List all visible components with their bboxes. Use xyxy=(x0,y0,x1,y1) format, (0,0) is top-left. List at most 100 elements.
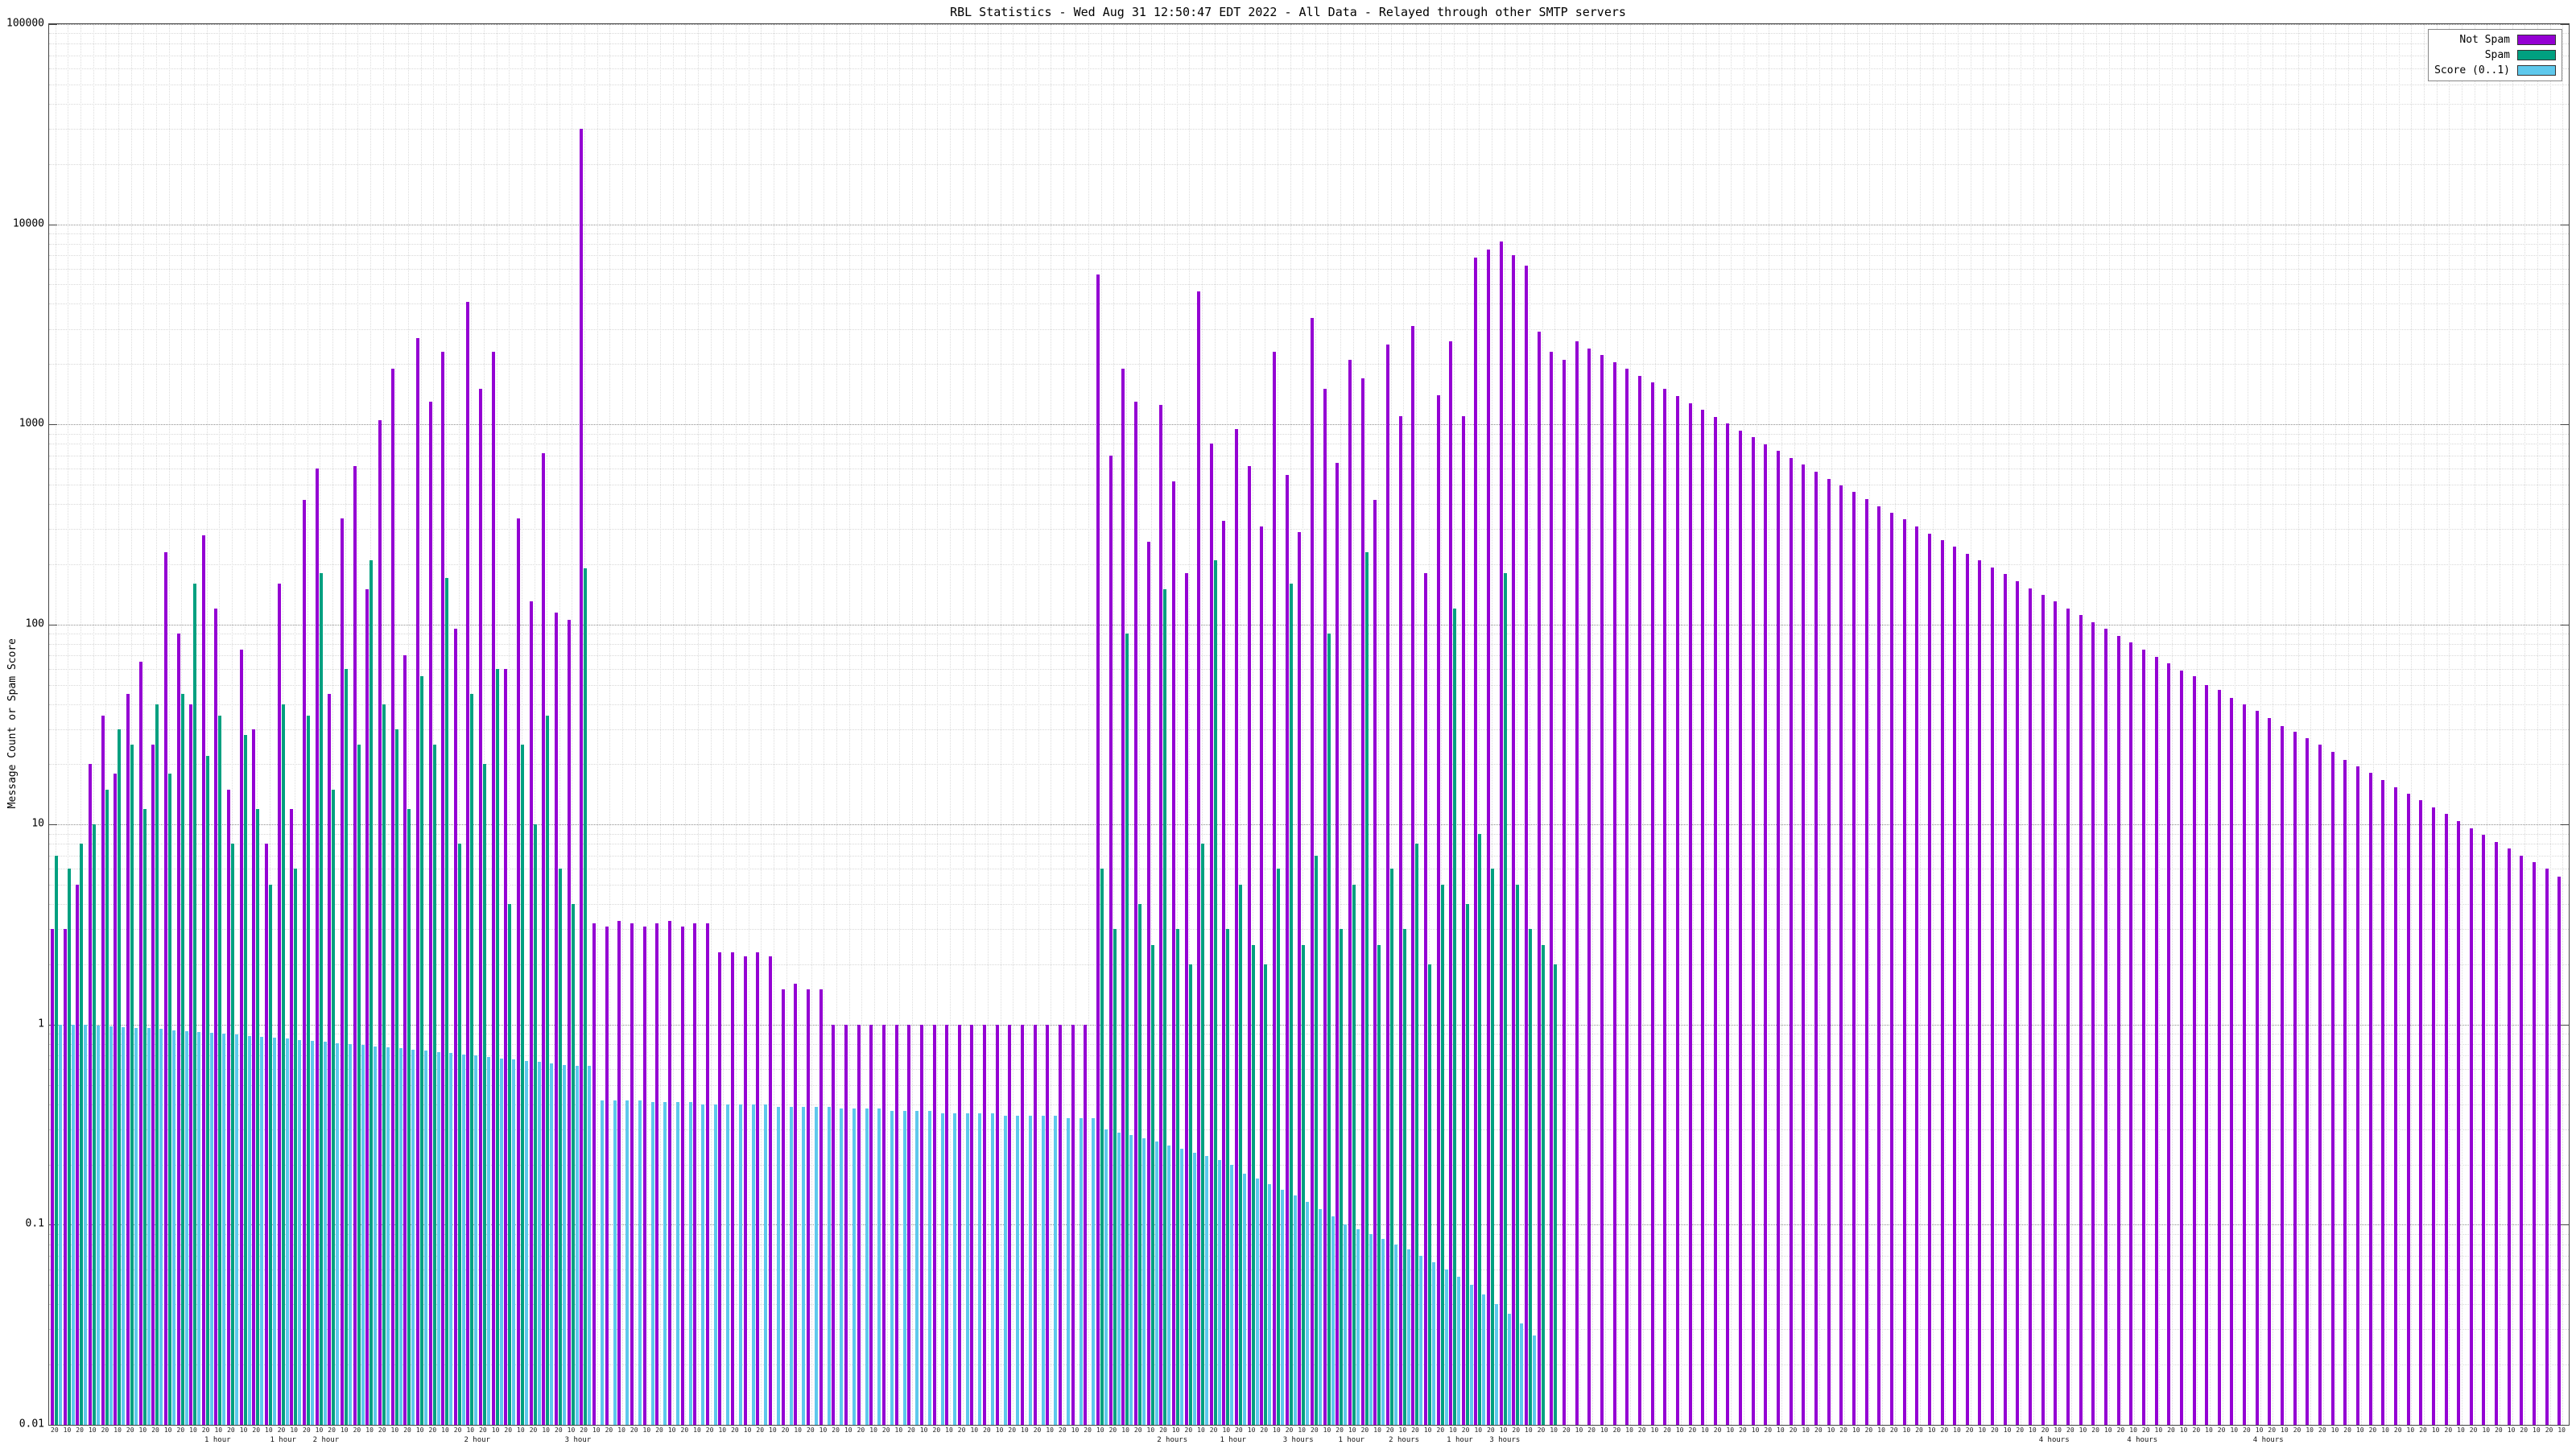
x-tick-label: 10 xyxy=(517,1426,525,1434)
bar-not-spam xyxy=(1764,444,1768,1425)
vertical-gridline xyxy=(2449,24,2450,1425)
bar-score-0-1- xyxy=(336,1042,340,1425)
x-tick-label: 20 xyxy=(1184,1426,1193,1434)
bar-not-spam xyxy=(1575,341,1579,1425)
vertical-gridline xyxy=(2360,24,2362,1425)
vertical-gridline xyxy=(811,24,812,1425)
x-tick-label: 10 xyxy=(239,1426,248,1434)
bar-spam xyxy=(155,704,159,1425)
vertical-gridline xyxy=(2008,24,2009,1425)
x-tick-label: 10 xyxy=(1550,1426,1558,1434)
minor-gridline xyxy=(49,1084,2569,1086)
minor-gridline xyxy=(49,729,2569,730)
left-tickmark xyxy=(49,24,57,25)
bar-score-0-1- xyxy=(348,1043,352,1425)
vertical-gridline xyxy=(1680,24,1682,1425)
bar-score-0-1- xyxy=(840,1108,844,1425)
bar-score-0-1- xyxy=(461,1054,465,1425)
bar-score-0-1- xyxy=(1520,1323,1524,1425)
vertical-gridline xyxy=(987,24,989,1425)
bar-not-spam xyxy=(1991,567,1995,1425)
x-hour-label: 2 hour xyxy=(312,1436,340,1444)
bar-not-spam xyxy=(88,764,92,1425)
bar-not-spam xyxy=(1650,382,1654,1425)
bar-not-spam xyxy=(2255,711,2259,1425)
vertical-gridline xyxy=(1567,24,1568,1425)
bar-not-spam xyxy=(1487,249,1491,1425)
bar-not-spam xyxy=(1449,341,1453,1425)
x-tick-label: 20 xyxy=(580,1426,588,1434)
x-tick-label: 20 xyxy=(2041,1426,2050,1434)
bar-not-spam xyxy=(907,1024,911,1425)
bar-not-spam xyxy=(2154,656,2158,1425)
bar-not-spam xyxy=(1059,1024,1062,1425)
bar-not-spam xyxy=(504,668,508,1425)
y-tick-label: 1 xyxy=(38,1018,44,1030)
vertical-gridline xyxy=(1579,24,1581,1425)
minor-gridline xyxy=(49,33,2569,35)
left-tickmark xyxy=(49,824,57,826)
x-tick-label: 10 xyxy=(1171,1426,1180,1434)
vertical-gridline xyxy=(836,24,838,1425)
major-gridline xyxy=(49,1024,2569,1026)
bar-not-spam xyxy=(2192,676,2196,1425)
not-spam-swatch-icon xyxy=(2517,35,2556,45)
bar-not-spam xyxy=(667,920,671,1425)
legend-item-spam: Spam xyxy=(2434,49,2556,61)
bar-spam xyxy=(1175,929,1179,1425)
bar-not-spam xyxy=(1235,428,1239,1425)
bar-not-spam xyxy=(819,989,823,1425)
x-tick-label: 10 xyxy=(743,1426,752,1434)
x-tick-label: 20 xyxy=(2393,1426,2402,1434)
minor-gridline xyxy=(49,833,2569,835)
minor-gridline xyxy=(49,643,2569,645)
bar-not-spam xyxy=(428,401,432,1425)
bar-not-spam xyxy=(1209,444,1213,1425)
bar-score-0-1- xyxy=(563,1064,566,1425)
x-tick-label: 20 xyxy=(1084,1426,1092,1434)
score-swatch-icon xyxy=(2517,65,2556,76)
bar-not-spam xyxy=(1512,255,1516,1425)
bar-spam xyxy=(1541,944,1545,1425)
bar-spam xyxy=(256,808,260,1425)
y-tick-label: 1000 xyxy=(19,417,44,430)
x-hour-label: 2 hours xyxy=(1389,1436,1420,1444)
bar-not-spam xyxy=(756,952,760,1425)
bar-score-0-1- xyxy=(1104,1129,1108,1425)
bar-not-spam xyxy=(1184,573,1188,1425)
bar-spam xyxy=(142,808,147,1425)
bar-not-spam xyxy=(1827,478,1831,1425)
vertical-gridline xyxy=(2322,24,2324,1425)
vertical-gridline xyxy=(2096,24,2098,1425)
x-tick-label: 10 xyxy=(2003,1426,2012,1434)
bar-spam xyxy=(1113,929,1117,1425)
right-tickmark xyxy=(2561,1224,2569,1226)
x-tick-label: 10 xyxy=(1298,1426,1306,1434)
bar-spam xyxy=(231,844,235,1425)
bar-spam xyxy=(1100,869,1104,1425)
x-tick-label: 10 xyxy=(2431,1426,2440,1434)
x-tick-label: 20 xyxy=(504,1426,513,1434)
bar-not-spam xyxy=(1739,430,1743,1425)
bar-not-spam xyxy=(2507,848,2511,1425)
x-tick-label: 20 xyxy=(1360,1426,1369,1434)
x-tick-label: 20 xyxy=(453,1426,462,1434)
bar-spam xyxy=(1389,869,1393,1425)
bar-not-spam xyxy=(605,926,609,1425)
bar-not-spam xyxy=(832,1024,836,1425)
major-gridline xyxy=(49,24,2569,25)
bar-spam xyxy=(180,693,184,1425)
bar-score-0-1- xyxy=(398,1048,402,1425)
bar-score-0-1- xyxy=(134,1028,138,1425)
x-tick-label: 10 xyxy=(1902,1426,1911,1434)
x-tick-label: 20 xyxy=(1940,1426,1949,1434)
bar-not-spam xyxy=(1953,546,1957,1425)
right-tickmark xyxy=(2561,424,2569,426)
x-tick-label: 10 xyxy=(189,1426,197,1434)
x-hour-label: 4 hours xyxy=(2127,1436,2158,1444)
bar-spam xyxy=(1503,573,1507,1425)
vertical-gridline xyxy=(2297,24,2299,1425)
x-hour-label: 3 hours xyxy=(1282,1436,1314,1444)
bar-not-spam xyxy=(743,956,747,1425)
bar-not-spam xyxy=(2217,690,2221,1425)
